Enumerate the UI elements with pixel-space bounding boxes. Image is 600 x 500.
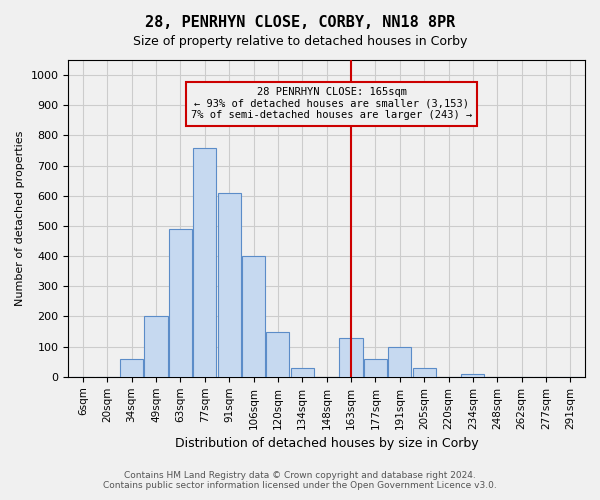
Bar (290, 368, 314, 377)
Bar (193, 148, 217, 377)
Bar (145, 316, 167, 377)
Bar (413, 368, 436, 377)
Text: 28, PENRHYN CLOSE, CORBY, NN18 8PR: 28, PENRHYN CLOSE, CORBY, NN18 8PR (145, 15, 455, 30)
Bar (120, 358, 143, 377)
Bar (364, 358, 387, 377)
Y-axis label: Number of detached properties: Number of detached properties (15, 130, 25, 306)
Bar (242, 256, 265, 377)
Bar (266, 332, 289, 377)
Bar (388, 346, 412, 377)
Text: Size of property relative to detached houses in Corby: Size of property relative to detached ho… (133, 35, 467, 48)
Text: Contains HM Land Registry data © Crown copyright and database right 2024.
Contai: Contains HM Land Registry data © Crown c… (103, 470, 497, 490)
Bar (218, 193, 241, 377)
Text: 28 PENRHYN CLOSE: 165sqm
← 93% of detached houses are smaller (3,153)
7% of semi: 28 PENRHYN CLOSE: 165sqm ← 93% of detach… (191, 87, 472, 120)
Bar (340, 338, 362, 377)
Bar (461, 374, 484, 377)
Bar (169, 229, 192, 377)
X-axis label: Distribution of detached houses by size in Corby: Distribution of detached houses by size … (175, 437, 478, 450)
